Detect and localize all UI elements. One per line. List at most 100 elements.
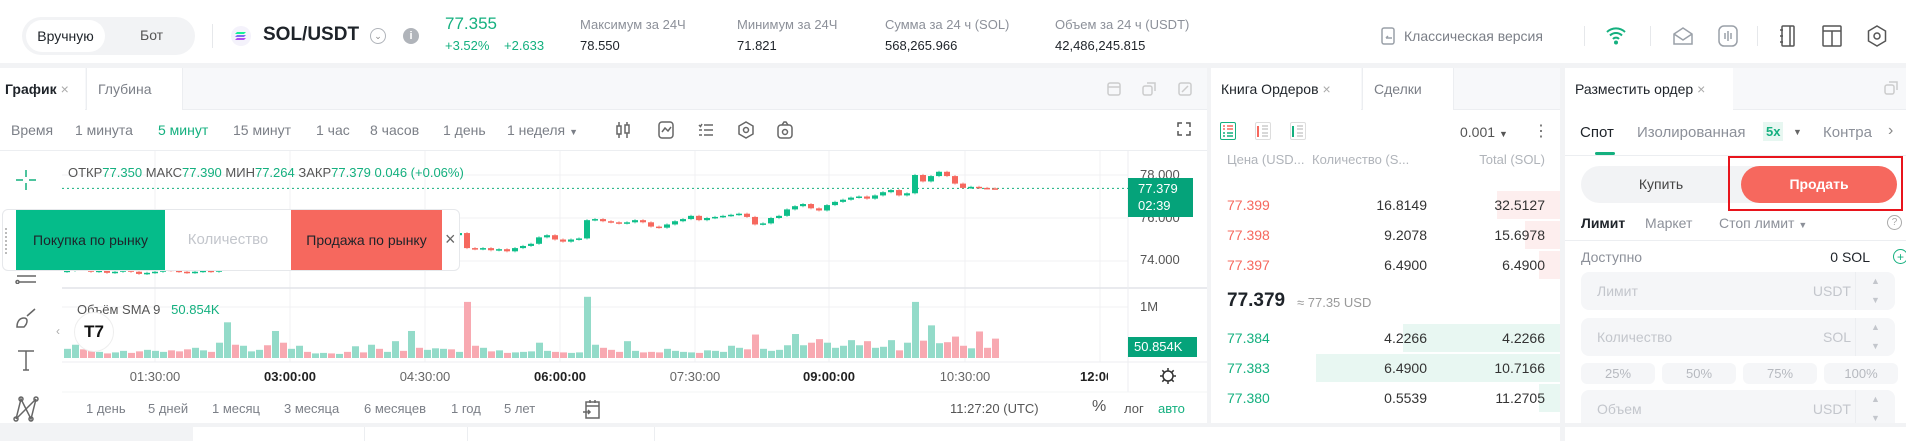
volume-bar (208, 351, 215, 358)
quick-qty-input[interactable]: Количество (187, 231, 269, 248)
quantity-input[interactable]: Количество SOL ▲ ▼ (1581, 318, 1895, 356)
range-6mo[interactable]: 6 месяцев (364, 401, 426, 416)
panel-expand-icon[interactable] (1177, 81, 1193, 97)
chart-settings-icon[interactable] (737, 120, 755, 140)
close-icon[interactable]: × (445, 229, 456, 249)
tab-contract[interactable]: Контра (1823, 124, 1872, 141)
info-icon[interactable]: i (403, 28, 419, 44)
tab-spot[interactable]: Спот (1580, 124, 1614, 141)
camera-icon[interactable] (776, 120, 794, 140)
ask-row[interactable]: 77.398 9.2078 15.6978 (1211, 221, 1560, 249)
help-icon[interactable]: ? (1887, 215, 1902, 230)
quantity-stepper[interactable]: ▲ ▼ (1855, 318, 1895, 356)
interval-1h[interactable]: 1 час (316, 122, 350, 138)
deposit-plus-icon[interactable]: + (1893, 249, 1906, 264)
voice-icon[interactable] (1716, 24, 1740, 48)
order-type-stop-limit[interactable]: Стоп лимит ▼ (1719, 215, 1807, 231)
percent-50-button[interactable]: 50% (1662, 363, 1736, 384)
range-3mo[interactable]: 3 месяца (284, 401, 340, 416)
chevron-right-icon[interactable]: › (1888, 122, 1894, 139)
goto-date-icon[interactable] (581, 398, 601, 420)
auto-scale-toggle[interactable]: авто (1158, 401, 1185, 416)
more-icon[interactable]: ⋮ (1533, 123, 1549, 140)
buy-tab-button[interactable]: Купить (1638, 176, 1684, 192)
percent-100-button[interactable]: 100% (1824, 363, 1898, 384)
close-icon[interactable]: × (60, 81, 69, 97)
order-type-market[interactable]: Маркет (1645, 215, 1693, 231)
volume-bar (544, 350, 551, 358)
percent-75-button[interactable]: 75% (1743, 363, 1817, 384)
utc-clock[interactable]: 11:27:20 (UTC) (950, 401, 1039, 416)
volume-input[interactable]: Объем USDT ▲ ▼ (1581, 390, 1895, 423)
leverage-badge[interactable]: 5x (1763, 122, 1784, 141)
scale-settings-icon[interactable] (1158, 366, 1178, 386)
classic-version-icon[interactable] (1380, 26, 1398, 46)
percent-scale-toggle[interactable]: % (1092, 398, 1107, 415)
interval-1m[interactable]: 1 минута (75, 122, 133, 138)
range-1mo[interactable]: 1 месяц (212, 401, 260, 416)
interval-1d[interactable]: 1 день (443, 122, 486, 138)
candle-type-icon[interactable] (614, 120, 632, 140)
interval-5m[interactable]: 5 минут (158, 122, 209, 138)
sell-tab-button[interactable]: Продать (1741, 166, 1897, 203)
market-sell-button[interactable]: Продажа по рынку (291, 210, 442, 270)
tradingview-logo[interactable]: T7 (74, 312, 114, 352)
chevron-down-icon[interactable]: ⌄ (370, 28, 386, 44)
tab-chart[interactable]: График × (0, 68, 85, 110)
settings-icon[interactable] (1865, 24, 1889, 48)
layout-icon[interactable] (1820, 24, 1844, 48)
mail-icon[interactable] (1671, 24, 1695, 48)
drag-handle[interactable] (5, 228, 9, 254)
notebook-icon[interactable] (1776, 24, 1800, 48)
book-both-icon[interactable] (1220, 122, 1236, 140)
precision-dropdown[interactable]: 0.001 ▼ (1460, 124, 1508, 140)
percent-25-button[interactable]: 25% (1581, 363, 1655, 384)
caret-down-icon[interactable]: ▼ (1793, 127, 1802, 137)
classic-version-link[interactable]: Классическая версия (1404, 28, 1543, 44)
scroll-left-icon[interactable]: ‹ (56, 324, 60, 338)
pattern-tool-icon[interactable] (12, 395, 40, 423)
mode-manual-button[interactable]: Вручную (26, 20, 105, 52)
mode-bot-button[interactable]: Бот (140, 27, 164, 43)
tab-place-order[interactable]: Разместить ордер × (1565, 68, 1733, 110)
book-asks-icon[interactable] (1255, 122, 1271, 140)
ask-row[interactable]: 77.397 6.4900 6.4900 (1211, 251, 1560, 279)
tab-isolated[interactable]: Изолированная (1637, 124, 1746, 141)
panel-copy-icon[interactable] (1141, 81, 1157, 97)
range-1y[interactable]: 1 год (451, 401, 481, 416)
close-icon[interactable]: × (1697, 81, 1706, 97)
close-icon[interactable]: × (1322, 81, 1331, 97)
market-buy-button[interactable]: Покупка по рынку (16, 210, 165, 270)
limit-stepper[interactable]: ▲ ▼ (1855, 272, 1895, 310)
bottom-tab[interactable] (0, 427, 193, 441)
range-1d[interactable]: 1 день (86, 401, 126, 416)
tab-trades[interactable]: Сделки (1362, 68, 1454, 110)
tab-depth[interactable]: Глубина (86, 68, 183, 110)
brush-icon[interactable] (14, 306, 40, 330)
candlestick-chart[interactable] (0, 0, 1207, 441)
panel-window-icon[interactable] (1106, 81, 1122, 97)
interval-15m[interactable]: 15 минут (233, 122, 292, 138)
ask-row[interactable]: 77.399 16.8149 32.5127 (1211, 191, 1560, 219)
list-settings-icon[interactable] (697, 120, 715, 140)
horizontal-lines-icon[interactable] (14, 272, 38, 286)
bid-row[interactable]: 77.383 6.4900 10.7166 (1211, 354, 1560, 382)
indicators-icon[interactable] (657, 120, 675, 140)
range-5y[interactable]: 5 лет (504, 401, 536, 416)
interval-1w-dropdown[interactable]: 1 неделя ▼ (507, 122, 578, 138)
limit-price-input[interactable]: Лимит USDT ▲ ▼ (1581, 272, 1895, 310)
order-type-limit[interactable]: Лимит (1581, 215, 1626, 231)
fullscreen-icon[interactable] (1175, 120, 1193, 138)
pair-symbol[interactable]: SOL/USDT (263, 24, 360, 45)
range-5d[interactable]: 5 дней (148, 401, 189, 416)
bid-row[interactable]: 77.380 0.5539 11.2705 (1211, 384, 1560, 412)
interval-8h[interactable]: 8 часов (370, 122, 420, 138)
book-bids-icon[interactable] (1290, 122, 1306, 140)
tab-order-book[interactable]: Книга Ордеров × (1211, 68, 1361, 110)
panel-copy-icon[interactable] (1883, 80, 1899, 96)
volume-stepper[interactable]: ▲ ▼ (1855, 390, 1895, 423)
crosshair-icon[interactable] (14, 168, 38, 192)
text-tool-icon[interactable] (14, 348, 38, 372)
log-scale-toggle[interactable]: лог (1124, 401, 1144, 416)
bid-row[interactable]: 77.384 4.2266 4.2266 (1211, 324, 1560, 352)
